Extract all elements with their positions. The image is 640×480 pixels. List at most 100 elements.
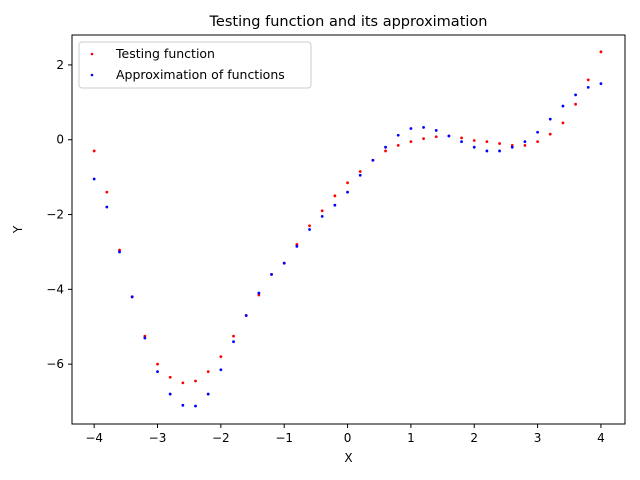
chart-title: Testing function and its approximation (209, 14, 488, 30)
ticks: −4 −3 −2 −1 0 1 2 3 4 −6 −4 −2 0 2 (46, 58, 604, 445)
x-tick-label: −2 (212, 431, 230, 445)
data-point (105, 205, 109, 209)
data-point (574, 102, 577, 106)
data-point (130, 295, 134, 299)
data-point (384, 149, 387, 153)
y-axis-title: Y (11, 225, 25, 234)
data-point (396, 133, 400, 137)
data-point (168, 392, 172, 396)
x-tick-label: −4 (85, 431, 103, 445)
data-point (358, 170, 362, 173)
data-point (181, 381, 185, 385)
data-point (460, 140, 463, 144)
series-testing-function (92, 50, 603, 385)
legend-label-approximation: Approximation of functions (116, 67, 285, 82)
data-point (346, 181, 349, 185)
x-tick-label: 4 (597, 431, 605, 445)
data-point (232, 340, 235, 344)
x-tick-label: −1 (275, 431, 293, 445)
data-point (574, 93, 577, 97)
data-point (168, 375, 172, 379)
data-point (523, 143, 527, 147)
data-point (181, 403, 185, 407)
x-tick-label: 2 (470, 431, 478, 445)
data-point (257, 291, 261, 295)
data-point (194, 404, 197, 408)
data-point (384, 145, 387, 149)
series-approximation (92, 82, 603, 408)
data-point (194, 379, 197, 383)
y-tick-label: 0 (56, 133, 64, 147)
data-point (599, 50, 603, 54)
data-point (118, 250, 121, 254)
data-point (498, 142, 501, 145)
data-point (536, 130, 539, 134)
x-tick-label: 0 (344, 431, 352, 445)
data-point (523, 140, 527, 144)
data-point (561, 104, 565, 108)
data-point (232, 334, 235, 338)
data-point (434, 135, 438, 139)
data-point (371, 158, 375, 162)
data-point (599, 82, 603, 86)
data-point (282, 261, 286, 265)
y-tick-label: 2 (56, 58, 64, 72)
legend-label-testing: Testing function (115, 46, 215, 61)
data-point (472, 145, 476, 149)
data-point (358, 173, 362, 177)
data-point (460, 136, 463, 140)
data-point (143, 336, 147, 340)
data-point (422, 137, 425, 141)
legend: Testing function Approximation of functi… (78, 41, 312, 89)
x-axis-title: X (344, 451, 352, 465)
data-point (434, 128, 438, 132)
data-point (409, 127, 413, 130)
data-point (219, 368, 223, 372)
legend-marker-approximation (90, 73, 94, 77)
data-point (333, 203, 337, 207)
data-point (219, 355, 223, 359)
data-point (485, 140, 489, 144)
data-point (92, 149, 96, 153)
y-tick-label: −2 (46, 208, 64, 222)
data-point (472, 139, 476, 142)
data-point (244, 314, 248, 317)
data-point (409, 140, 413, 144)
data-point (156, 362, 159, 366)
data-point (308, 228, 311, 231)
data-point (548, 117, 552, 121)
data-point (510, 145, 514, 149)
data-point (105, 190, 109, 194)
data-point (485, 149, 489, 153)
data-point (422, 125, 425, 129)
y-tick-label: −6 (46, 357, 64, 371)
legend-marker-testing (90, 52, 94, 56)
data-point (270, 272, 273, 276)
data-point (447, 134, 451, 138)
data-point (561, 121, 565, 125)
data-point (295, 244, 299, 248)
data-point (396, 143, 400, 147)
legend-box (78, 41, 312, 89)
plot-area (92, 50, 603, 408)
data-point (156, 370, 159, 374)
x-tick-label: 1 (407, 431, 415, 445)
data-point (586, 85, 590, 89)
y-tick-label: −4 (46, 282, 64, 296)
axes-frame (71, 34, 626, 425)
data-point (320, 215, 324, 218)
data-point (548, 132, 552, 136)
data-point (308, 224, 311, 228)
x-tick-label: 3 (534, 431, 542, 445)
data-point (586, 78, 590, 82)
data-point (498, 149, 501, 153)
data-point (206, 370, 210, 374)
data-point (346, 190, 349, 194)
data-point (320, 209, 324, 213)
x-tick-label: −3 (149, 431, 167, 445)
data-point (536, 140, 539, 144)
data-point (333, 194, 337, 198)
data-point (206, 392, 210, 396)
data-point (92, 177, 96, 181)
